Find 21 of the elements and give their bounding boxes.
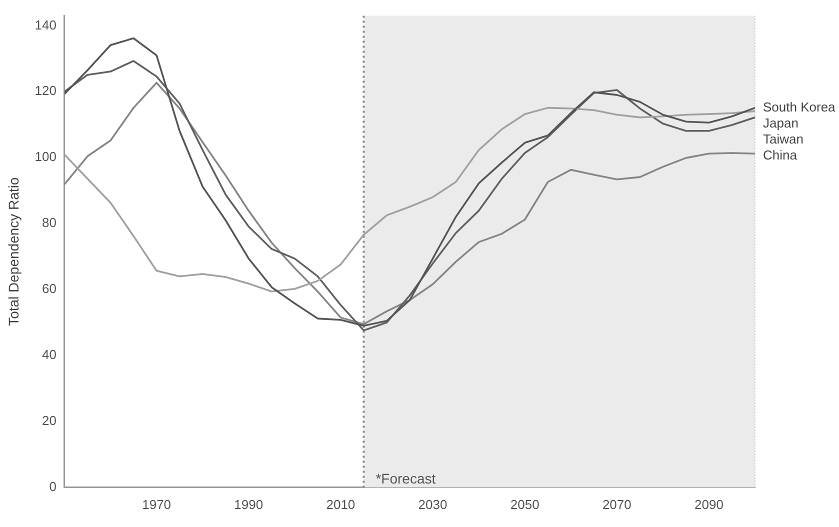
y-tick-label: 60 [42, 281, 56, 296]
y-tick-label: 80 [42, 215, 56, 230]
x-tick-label: 2030 [418, 496, 448, 512]
x-tick-label: 1970 [142, 496, 172, 512]
y-tick-label: 100 [34, 149, 56, 164]
x-tick-label: 2070 [602, 496, 632, 512]
y-tick-label: 0 [49, 478, 56, 494]
series-label: Taiwan [763, 131, 804, 146]
x-tick-label: 2010 [326, 496, 356, 512]
series-label: China [763, 147, 798, 162]
series-label: South Korea [763, 99, 836, 114]
x-tick-label: 1990 [234, 496, 264, 512]
y-tick-label: 20 [42, 413, 56, 428]
series-label: Japan [763, 115, 798, 130]
y-axis-title: Total Dependency Ratio [5, 177, 22, 326]
y-tick-label: 120 [34, 83, 56, 98]
band-label: *Forecast [376, 470, 436, 486]
x-tick-label: 2090 [694, 496, 724, 512]
y-tick-label: 140 [34, 17, 56, 32]
x-tick-label: 2050 [510, 496, 540, 512]
y-tick-label: 40 [42, 347, 56, 362]
